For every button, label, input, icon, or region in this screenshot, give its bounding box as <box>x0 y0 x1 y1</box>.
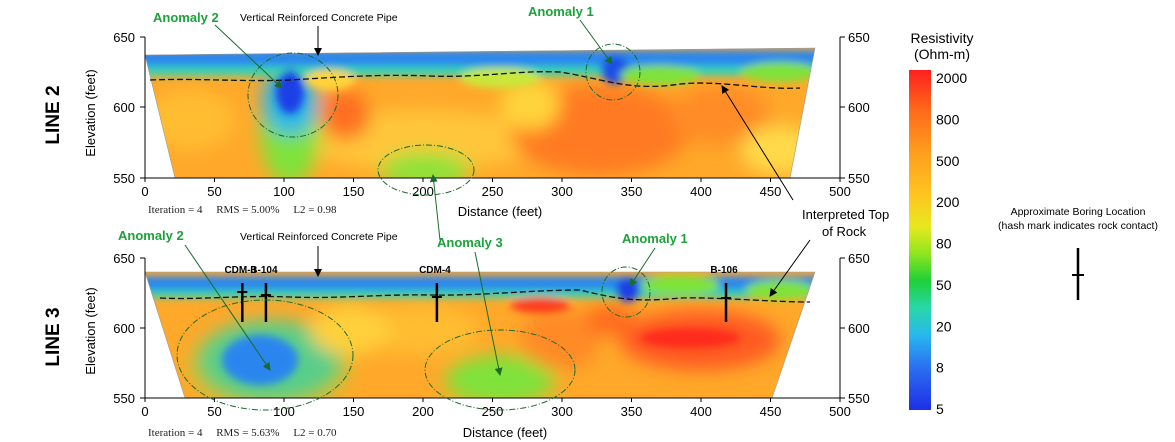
line2-x-ticks: 0 50 100 150 200 250 300 350 400 450 500 <box>141 178 851 199</box>
x-tick-label: 50 <box>207 404 221 419</box>
boring-label: B-106 <box>710 265 738 276</box>
legend-title-1: Approximate Boring Location <box>1011 206 1146 218</box>
x-tick-label: 150 <box>343 404 365 419</box>
boring-label: B-104 <box>250 265 278 276</box>
colorbar-title-1: Resistivity <box>910 30 973 46</box>
line3-pipe-label: Vertical Reinforced Concrete Pipe <box>240 231 398 243</box>
line2-ytick-550: 550 <box>113 171 135 186</box>
x-tick-label: 0 <box>141 404 148 419</box>
colorbar-tick-label: 200 <box>936 194 960 210</box>
boring-label: CDM-4 <box>419 265 451 276</box>
line3-x-ticks: 0 50 100 150 200 250 300 350 400 450 500 <box>141 398 851 419</box>
line3-anomaly1-label: Anomaly 1 <box>622 231 688 246</box>
anomaly3-label: Anomaly 3 <box>437 235 503 250</box>
line2-ylabel-left: Elevation (feet) <box>83 69 98 156</box>
line3-ylabel-left: Elevation (feet) <box>83 287 98 374</box>
line2-title: LINE 2 <box>43 85 64 144</box>
x-tick-label: 200 <box>412 184 434 199</box>
x-tick-label: 450 <box>760 404 782 419</box>
line3-ytick-650: 650 <box>113 251 135 266</box>
line2-panel: LINE 2 Elevation (feet) <box>43 4 870 219</box>
line3-xlabel: Distance (feet) <box>463 425 548 440</box>
colorbar-title-2: (Ohm-m) <box>914 46 970 62</box>
x-tick-label: 350 <box>621 184 643 199</box>
line2-heatmap <box>145 48 815 178</box>
line2-ytick-550-right: 550 <box>848 171 870 186</box>
x-tick-label: 50 <box>207 184 221 199</box>
line3-rock-top <box>159 289 811 303</box>
line3-ytick-550: 550 <box>113 391 135 406</box>
x-tick-label: 100 <box>273 184 295 199</box>
colorbar-tick-label: 8 <box>936 360 944 376</box>
line3-ytick-650-right: 650 <box>848 251 870 266</box>
x-tick-label: 400 <box>690 404 712 419</box>
line2-ytick-600: 600 <box>113 100 135 115</box>
line2-anomaly2-label: Anomaly 2 <box>153 10 219 25</box>
interpreted-top-label: Interpreted Top of Rock <box>721 85 889 297</box>
x-tick-label: 300 <box>551 404 573 419</box>
line3-anomaly2-label: Anomaly 2 <box>118 228 184 243</box>
colorbar-tick-label: 500 <box>936 153 960 169</box>
line2-xlabel: Distance (feet) <box>458 204 543 219</box>
legend-title-2: (hash mark indicates rock contact) <box>998 220 1158 232</box>
colorbar-tick-label: 20 <box>936 318 952 334</box>
x-tick-label: 250 <box>482 404 504 419</box>
colorbar: Resistivity (Ohm-m) 2000 800 500 200 80 50 20 8… <box>909 30 974 417</box>
interpreted-top-line2: of Rock <box>822 224 867 239</box>
interpreted-top-line1: Interpreted Top <box>802 207 889 222</box>
colorbar-ramp <box>909 70 931 410</box>
line3-ytick-600-right: 600 <box>848 321 870 336</box>
colorbar-tick-label: 5 <box>936 401 944 417</box>
line2-rock-top <box>149 71 801 89</box>
line2-ytick-650-right: 650 <box>848 30 870 45</box>
x-tick-label: 250 <box>482 184 504 199</box>
line3-heatmap <box>145 272 815 398</box>
x-tick-label: 100 <box>273 404 295 419</box>
line3-panel: LINE 3 Elevation (feet) <box>43 174 870 440</box>
x-tick-label: 500 <box>829 404 851 419</box>
line2-ytick-650: 650 <box>113 30 135 45</box>
x-tick-label: 0 <box>141 184 148 199</box>
line3-ytick-600: 600 <box>113 321 135 336</box>
boring-legend: Approximate Boring Location (hash mark i… <box>998 206 1158 300</box>
line2-stats: Iteration = 4 RMS = 5.00% L2 = 0.98 <box>148 204 337 216</box>
boring-label: CDM-3 <box>224 265 256 276</box>
colorbar-tick-label: 2000 <box>936 70 967 86</box>
line3-borings: CDM-3B-104 CDM-4 B-106 <box>224 265 738 322</box>
line2-ytick-600-right: 600 <box>848 100 870 115</box>
line3-stats: Iteration = 4 RMS = 5.63% L2 = 0.70 <box>148 427 337 439</box>
line3-ytick-550-right: 550 <box>848 391 870 406</box>
line3-y-ticks: 650 600 550 650 600 550 <box>113 251 869 406</box>
colorbar-ticks: 2000 800 500 200 80 50 20 8 5 <box>936 70 967 417</box>
x-tick-label: 500 <box>829 184 851 199</box>
line3-title: LINE 3 <box>43 307 64 366</box>
x-tick-label: 200 <box>412 404 434 419</box>
line2-y-ticks: 650 600 550 650 600 550 <box>113 30 869 186</box>
x-tick-label: 300 <box>551 184 573 199</box>
colorbar-tick-label: 800 <box>936 111 960 127</box>
colorbar-tick-label: 50 <box>936 277 952 293</box>
colorbar-tick-label: 80 <box>936 236 952 252</box>
x-tick-label: 450 <box>760 184 782 199</box>
x-tick-label: 150 <box>343 184 365 199</box>
line2-anomaly1-label: Anomaly 1 <box>528 4 594 19</box>
x-tick-label: 400 <box>690 184 712 199</box>
line2-pipe-label: Vertical Reinforced Concrete Pipe <box>240 12 398 24</box>
x-tick-label: 350 <box>621 404 643 419</box>
